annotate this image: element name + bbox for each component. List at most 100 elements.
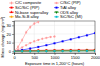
marker [78, 49, 80, 51]
marker [54, 50, 56, 52]
marker [70, 50, 72, 52]
tick: 1000 [51, 53, 61, 60]
tick: 500 [31, 53, 38, 60]
marker [94, 50, 95, 52]
tick-label: 500 [31, 55, 38, 60]
marker [14, 50, 15, 52]
marker [21, 50, 24, 52]
tick-label: 30 [7, 23, 12, 28]
series [14, 50, 95, 52]
marker [78, 36, 80, 38]
legend-marker [11, 7, 13, 9]
x-axis: 0 500 1000 1500 2000 [13, 53, 100, 60]
marker [70, 49, 72, 51]
tick: 0 [13, 53, 16, 60]
marker [45, 37, 47, 39]
series [14, 36, 55, 53]
series [14, 49, 95, 52]
legend-swatch [54, 16, 59, 17]
tick: 1500 [71, 53, 81, 60]
marker [37, 39, 39, 41]
marker [37, 50, 39, 52]
x-axis-title: Exposure time in 1,200°C (hours) [25, 61, 85, 66]
marker [54, 42, 56, 44]
y-axis: 0 10 20 30 [7, 22, 15, 55]
marker [37, 50, 39, 52]
marker [77, 49, 80, 51]
marker [14, 50, 15, 53]
chart: 0 500 1000 1500 2000 0 10 20 30 Exposure time in … [0, 0, 100, 66]
tick-label: 10 [7, 40, 12, 45]
series [14, 21, 39, 53]
y-axis-title: Mass change (mg/cm²) [0, 16, 5, 58]
tick: 20 [7, 32, 14, 37]
marker [78, 50, 80, 52]
marker [54, 49, 56, 51]
marker [14, 50, 15, 52]
marker [61, 49, 64, 51]
marker [62, 40, 64, 42]
tick-label: 2000 [91, 55, 100, 60]
marker [62, 49, 64, 51]
marker [21, 50, 23, 52]
marker [86, 50, 88, 52]
tick: 0 [9, 49, 14, 54]
marker [49, 36, 51, 38]
marker [53, 49, 56, 51]
tick-mark [12, 51, 14, 52]
marker [21, 50, 24, 52]
tick-label: 1500 [71, 55, 81, 60]
grid-line-x [54, 21, 55, 53]
series-line [14, 22, 38, 51]
legend-marker [55, 11, 58, 13]
marker [94, 49, 95, 51]
legend-marker [11, 1, 13, 4]
legend: C/C compositeC/SiC (PIP)SiC/SiC (PIP)TiA… [9, 0, 83, 19]
marker [86, 34, 88, 36]
grid-line-x [34, 21, 35, 53]
marker [21, 46, 23, 48]
series [14, 50, 95, 52]
marker [78, 50, 80, 52]
marker [33, 22, 35, 25]
marker [77, 50, 80, 52]
plot-frame [14, 21, 95, 53]
legend-swatch [9, 16, 14, 17]
marker [62, 50, 64, 52]
tick-label: 0 [9, 49, 12, 54]
legend-item: SiC/SiC (MI) [54, 14, 83, 19]
marker [86, 50, 89, 52]
grid [14, 21, 95, 53]
legend-label: Mo-Si-B alloy [15, 14, 39, 19]
tick-mark [12, 25, 14, 26]
marker [14, 50, 15, 52]
plot-area [14, 21, 95, 53]
marker [69, 50, 72, 52]
marker [14, 50, 15, 52]
series-line [14, 50, 95, 51]
legend-swatch [54, 7, 59, 8]
axis-line [12, 22, 15, 54]
legend-marker [56, 16, 58, 18]
grid-line-y [14, 25, 95, 26]
marker [86, 49, 88, 51]
marker [37, 21, 39, 23]
marker [29, 25, 31, 28]
marker [41, 38, 43, 40]
series-line [14, 50, 95, 52]
marker [29, 42, 31, 44]
series-line [14, 33, 95, 51]
legend-marker [10, 11, 13, 13]
marker [37, 49, 40, 51]
marker [29, 50, 31, 52]
marker [45, 49, 48, 51]
marker [14, 50, 15, 52]
series-line [14, 37, 55, 52]
legend-marker [11, 16, 13, 18]
marker [25, 44, 27, 46]
tick: 30 [7, 23, 14, 28]
legend-label: SiC/SiC (MI) [60, 14, 83, 19]
marker [21, 50, 23, 52]
tick-label: 20 [7, 32, 12, 37]
marker [94, 32, 95, 34]
